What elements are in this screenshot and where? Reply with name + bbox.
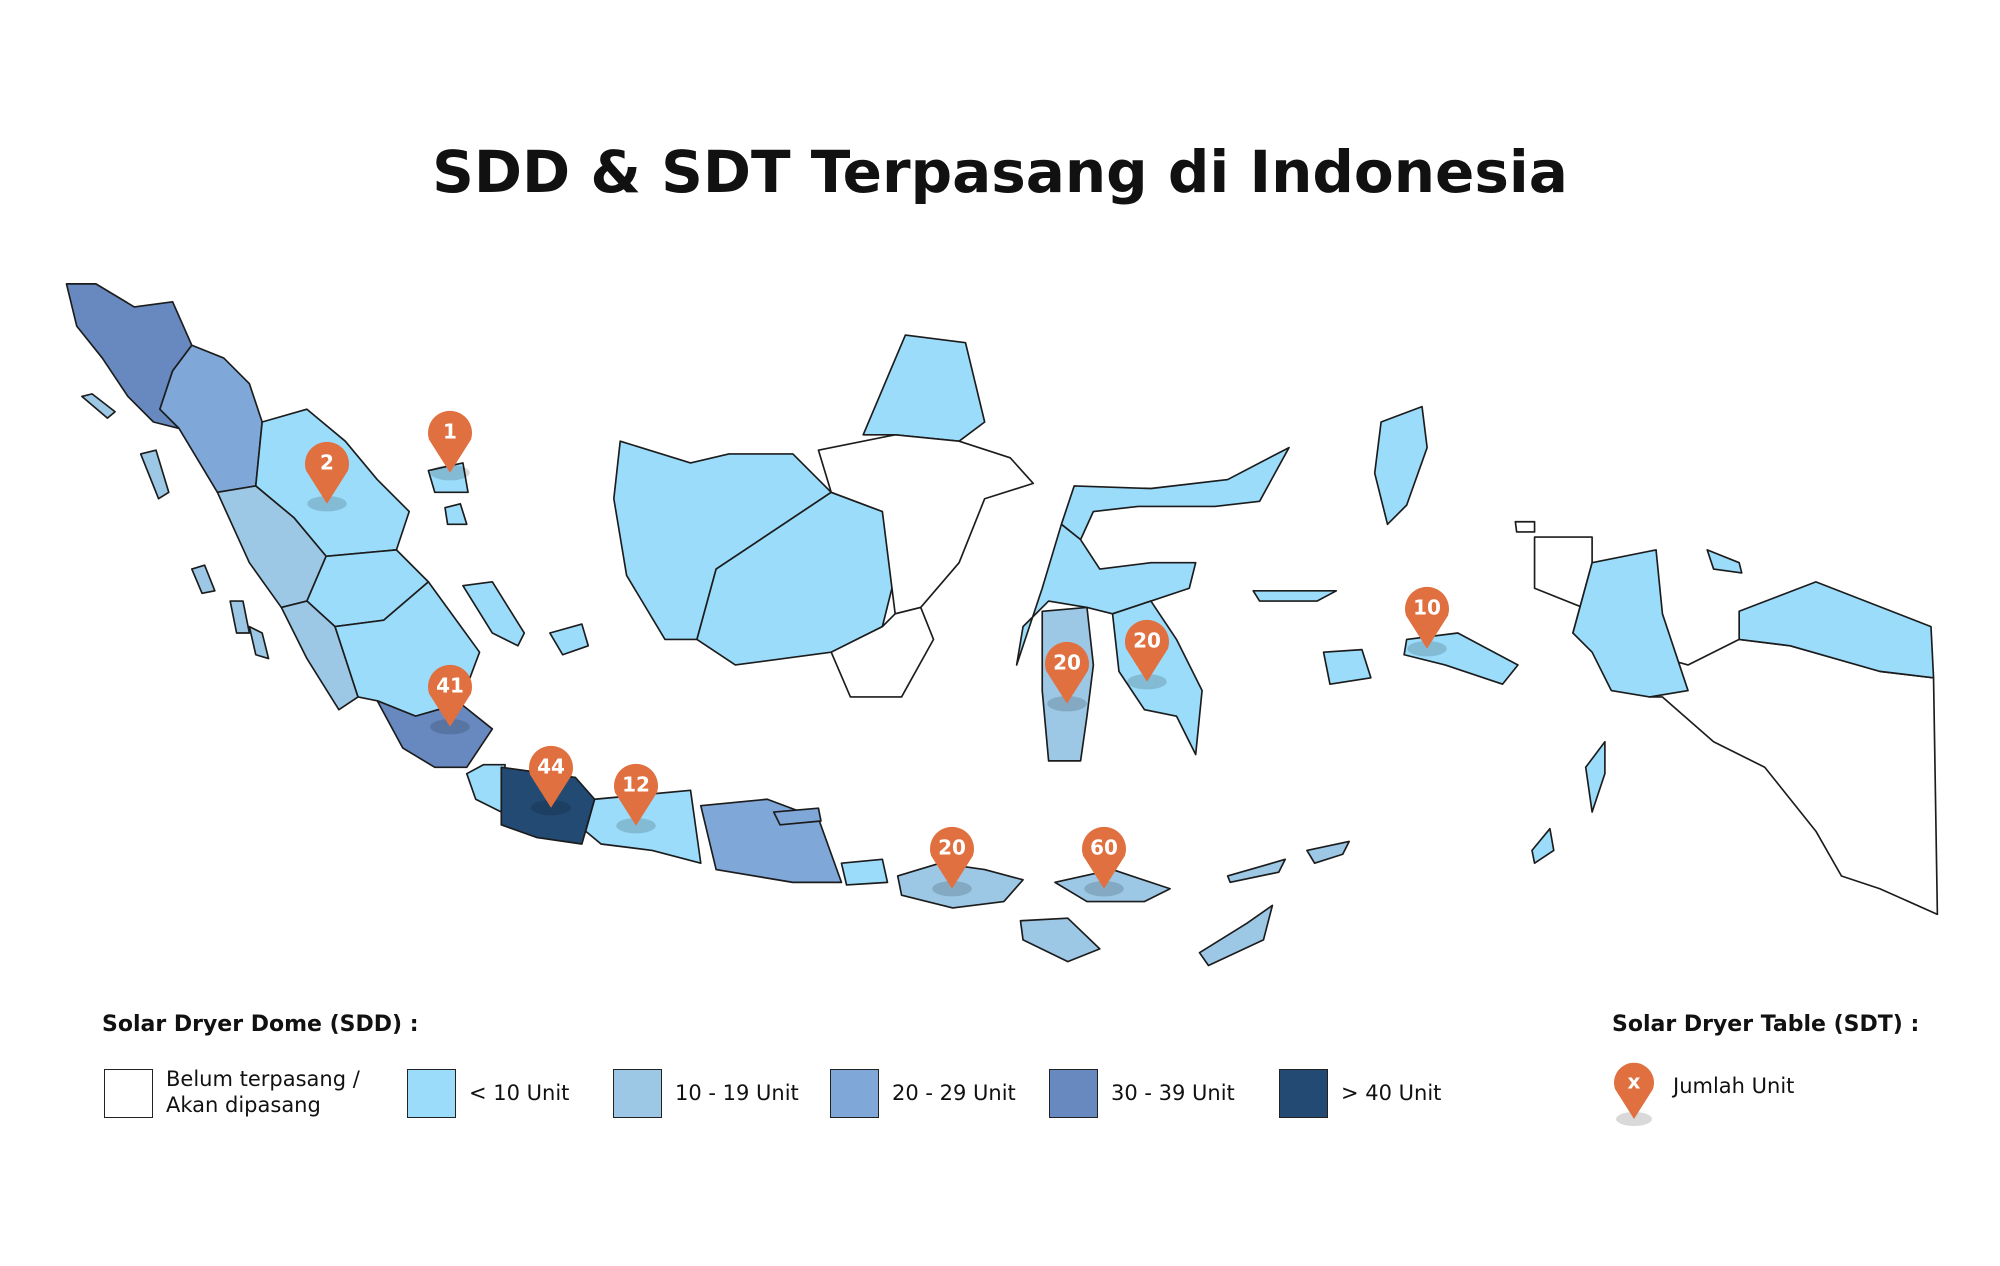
pin: 2 xyxy=(305,441,349,512)
province xyxy=(159,344,263,494)
province xyxy=(1738,581,1935,679)
island xyxy=(1198,904,1274,967)
pin-label: 20 xyxy=(1053,651,1081,675)
province xyxy=(1572,549,1689,698)
pin: 12 xyxy=(614,763,658,834)
pin-body xyxy=(428,410,473,473)
island xyxy=(772,807,822,826)
island xyxy=(1019,917,1101,963)
pin-label: 12 xyxy=(622,773,650,797)
island xyxy=(248,625,270,660)
island xyxy=(1531,827,1555,865)
pin: 44 xyxy=(529,745,573,816)
pin-body xyxy=(929,826,975,889)
province xyxy=(1403,632,1519,685)
province xyxy=(699,798,843,884)
title: SDD & SDT Terpasang di Indonesia xyxy=(432,138,1568,206)
island xyxy=(1322,648,1372,685)
legend-swatch xyxy=(1049,1069,1098,1118)
pin-body xyxy=(529,745,573,808)
pin-body xyxy=(428,664,473,727)
legend-label: Belum terpasang / Akan dipasang xyxy=(166,1067,360,1117)
legend-label: 20 - 29 Unit xyxy=(892,1081,1016,1105)
pin-body xyxy=(305,441,349,504)
island xyxy=(444,503,468,526)
island xyxy=(1706,549,1743,574)
province xyxy=(840,858,889,886)
pin-label: 1 xyxy=(443,420,457,444)
pin-label: x xyxy=(1628,1070,1641,1094)
island xyxy=(1514,520,1536,533)
pin-body xyxy=(1125,619,1169,682)
pin-body xyxy=(1405,586,1450,649)
island xyxy=(1306,840,1350,865)
island xyxy=(462,581,526,647)
island xyxy=(1252,589,1338,602)
pin-body xyxy=(614,763,658,826)
legend-swatch xyxy=(407,1069,456,1118)
legend-swatch xyxy=(830,1069,879,1118)
island xyxy=(139,449,170,500)
legend-label: > 40 Unit xyxy=(1341,1081,1442,1105)
province xyxy=(830,606,935,698)
island xyxy=(81,393,116,419)
pin: 20 xyxy=(1125,619,1169,690)
pin: 41 xyxy=(428,664,473,735)
province xyxy=(1060,446,1290,541)
pin: 60 xyxy=(1082,826,1126,897)
island xyxy=(190,564,216,595)
island xyxy=(1584,740,1606,813)
pin-label: 44 xyxy=(537,755,565,779)
island xyxy=(549,623,590,656)
map-shapes xyxy=(65,283,1939,967)
province xyxy=(817,433,1035,615)
legend-label: < 10 Unit xyxy=(469,1081,570,1105)
island xyxy=(229,600,251,634)
legend-swatch xyxy=(1279,1069,1328,1118)
province xyxy=(376,699,494,769)
pin: x xyxy=(1614,1062,1654,1126)
pin-label: 60 xyxy=(1090,836,1118,860)
legend-label: Jumlah Unit xyxy=(1673,1074,1795,1098)
legend-swatch xyxy=(613,1069,662,1118)
pin: 1 xyxy=(428,410,473,481)
legend-label: 30 - 39 Unit xyxy=(1111,1081,1235,1105)
pin-label: 20 xyxy=(938,836,966,860)
pin-body xyxy=(1614,1062,1654,1119)
legend-title: Solar Dryer Dome (SDD) : xyxy=(102,1012,419,1037)
pin-label: 20 xyxy=(1133,629,1161,653)
legend-swatch xyxy=(104,1069,153,1118)
province xyxy=(500,766,596,845)
island xyxy=(1226,858,1287,884)
province xyxy=(465,763,506,813)
pin: 10 xyxy=(1405,586,1450,657)
pin-label: 10 xyxy=(1413,596,1441,620)
pin: 20 xyxy=(929,826,975,897)
pin: 20 xyxy=(1045,641,1089,712)
province xyxy=(1373,405,1428,526)
legend-title: Solar Dryer Table (SDT) : xyxy=(1612,1012,1920,1037)
pin-body xyxy=(1045,641,1089,704)
legend-pin: x xyxy=(1614,1062,1654,1126)
legend-label: 10 - 19 Unit xyxy=(675,1081,799,1105)
pin-label: 41 xyxy=(436,674,464,698)
pin-label: 2 xyxy=(320,451,334,475)
province xyxy=(584,789,702,865)
pin-body xyxy=(1082,826,1126,889)
province xyxy=(862,334,986,443)
